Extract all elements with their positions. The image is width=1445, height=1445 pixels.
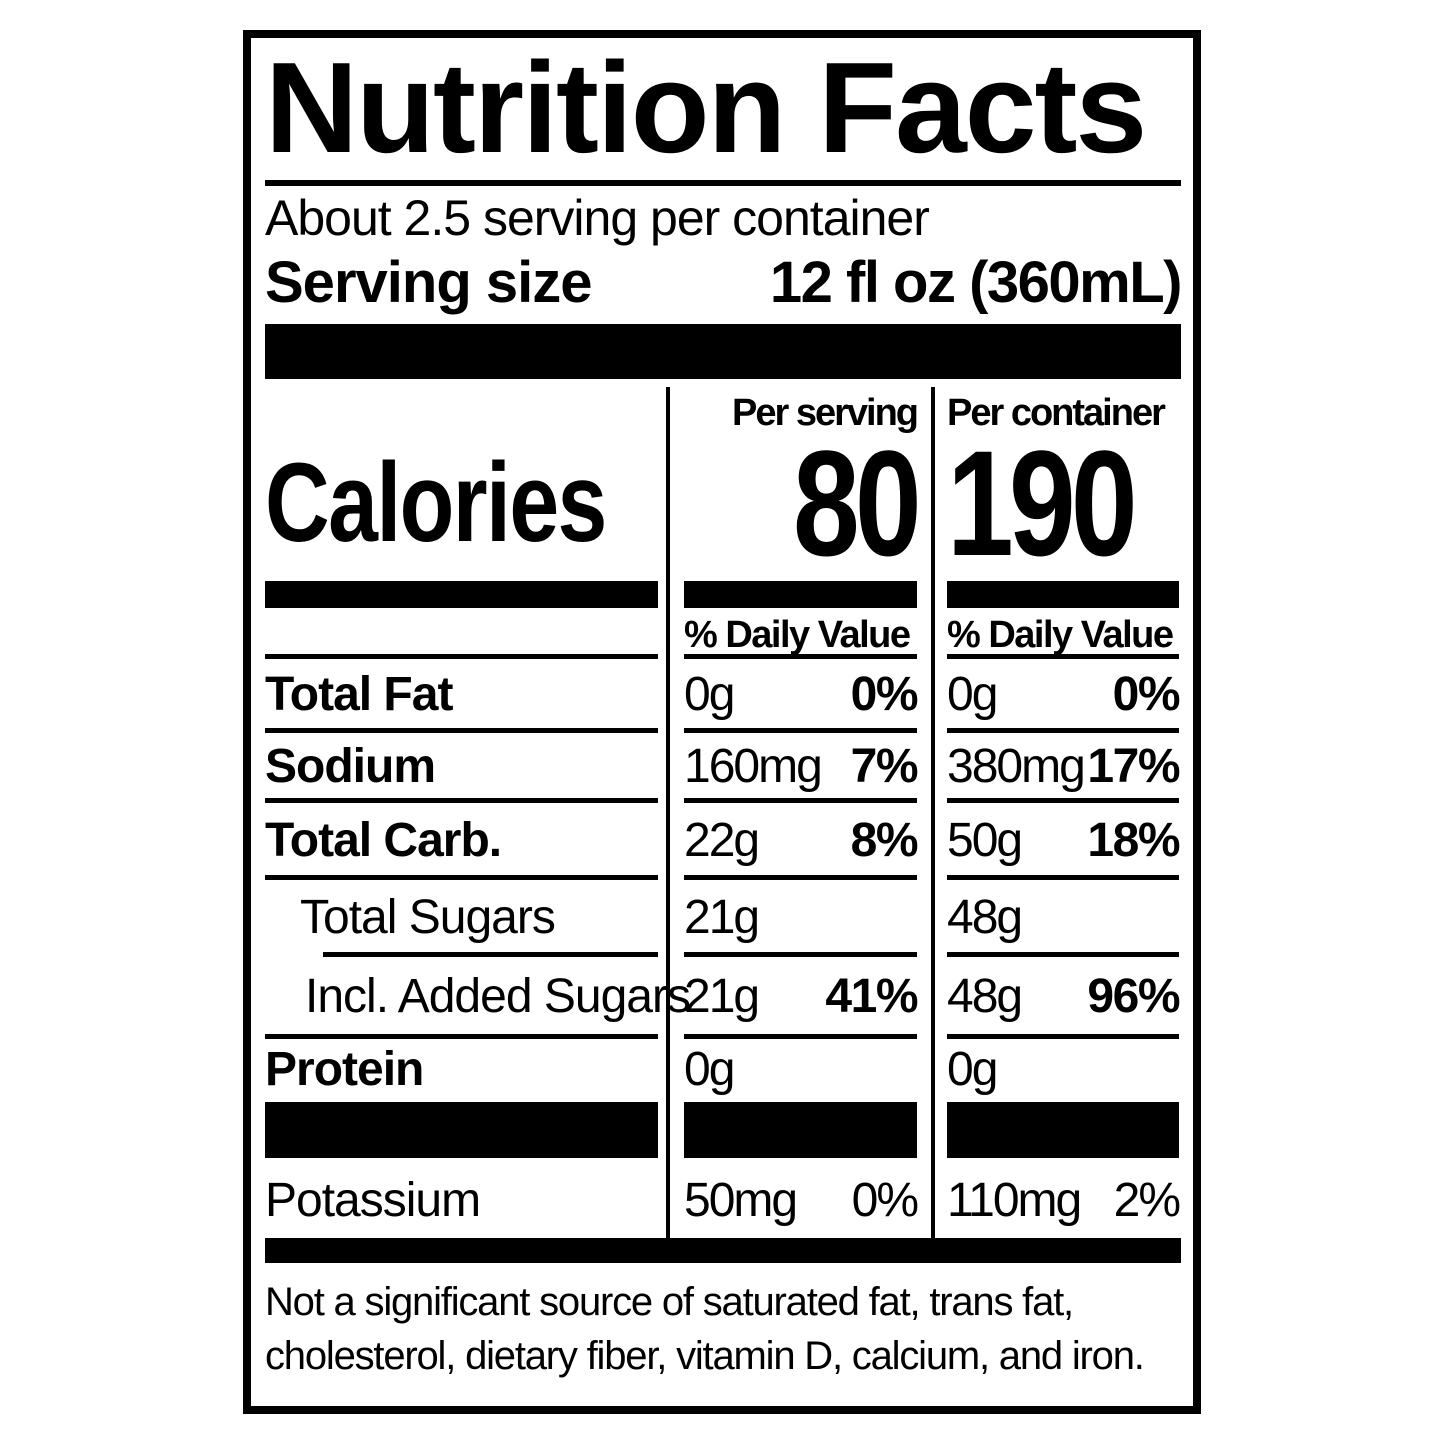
calories-section: Calories Per serving 80 % Daily Value Pe… [265,387,1181,656]
separator-bar-right [947,1102,1179,1158]
serving-amount: 22g [684,813,760,867]
calories-label-column: Calories [265,387,666,654]
nutrient-row-total-carb: Total Carb. 22g 8% 50g 18% [265,798,1181,875]
serving-dv: 8% [850,813,919,867]
serving-size-label: Serving size [265,250,592,315]
footnote-line-1: Not a significant source of saturated fa… [265,1280,1074,1324]
nutrient-row-potassium: Potassium 50mg 0% 110mg 2% [265,1161,1181,1238]
calories-underbar-mid [684,581,917,608]
calories-underbar-right [947,581,1179,608]
title-rule [265,180,1181,186]
calories-per-container-value: 190 [947,419,1138,587]
calories-header-spacer [265,387,666,439]
per-serving-header: Per serving [732,392,919,434]
calories-per-serving-value: 80 [793,419,922,587]
nutrient-row-total-sugars: Total Sugars 21g 48g [265,875,1181,952]
nutrient-name: Protein [265,1042,424,1096]
serving-amount: 0g [684,1042,735,1096]
footnote-line-2: cholesterol, dietary fiber, vitamin D, c… [265,1334,1145,1378]
serving-dv: 0% [851,1174,919,1227]
daily-value-header-serving: % Daily Value [684,614,911,656]
container-dv: 0% [1112,668,1181,721]
serving-dv: 41% [825,970,918,1023]
nutrient-name: Total Carb. [265,813,502,867]
container-amount: 0g [947,668,998,721]
nutrient-name: Total Sugars [300,890,556,944]
serving-amount: 0g [684,668,735,721]
container-amount: 380mg [947,740,1086,793]
serving-amount: 50mg [684,1174,798,1227]
serving-size-row: Serving size 12 fl oz (360mL) [265,248,1183,318]
nutrient-row-protein: Protein 0g 0g [265,1034,1181,1097]
container-amount: 48g [947,890,1023,944]
nutrient-row-total-fat: Total Fat 0g 0% 0g 0% [265,654,1181,728]
nutrient-name: Potassium [265,1174,481,1227]
container-amount: 0g [947,1042,998,1096]
nutrient-name: Sodium [265,740,436,793]
calories-label: Calories [265,440,607,565]
nutrition-facts-label: Nutrition Facts About 2.5 serving per co… [243,30,1201,1414]
per-container-column: Per container 190 % Daily Value [931,387,1181,656]
separator-bar-left [265,1102,658,1158]
container-amount: 110mg [947,1174,1082,1227]
thick-separator-bar-top [265,324,1181,379]
nutrient-row-added-sugars: Incl. Added Sugars 21g 41% 48g 96% [265,952,1181,1034]
label-title: Nutrition Facts [265,36,1147,180]
container-dv: 18% [1087,813,1180,867]
separator-bar-mid [684,1102,917,1158]
footnote: Not a significant source of saturated fa… [265,1275,1181,1383]
container-dv: 17% [1087,740,1180,793]
serving-dv: 7% [850,740,919,793]
per-serving-column: Per serving 80 % Daily Value [666,387,931,656]
daily-value-header-container: % Daily Value [947,614,1174,656]
calories-per-container-area: 190 [947,419,1179,587]
serving-amount: 160mg [684,740,823,793]
container-amount: 48g [947,970,1023,1023]
serving-size-value: 12 fl oz (360mL) [769,250,1183,315]
calories-per-serving-area: 80 [684,419,922,587]
thick-separator-band [265,1097,1181,1161]
calories-word-area: Calories [265,439,666,567]
serving-dv: 0% [850,668,919,721]
nutrient-name: Total Fat [265,668,453,721]
container-amount: 50g [947,813,1023,867]
per-container-header: Per container [947,392,1166,434]
nutrient-row-sodium: Sodium 160mg 7% 380mg 17% [265,728,1181,798]
thick-separator-bar-bottom [265,1238,1181,1263]
serving-amount: 21g [684,890,760,944]
serving-amount: 21g [684,970,760,1023]
calories-underbar-left [265,581,658,608]
servings-per-container: About 2.5 serving per container [265,190,930,246]
nutrient-name: Incl. Added Sugars [305,970,691,1023]
container-dv: 2% [1113,1174,1181,1227]
container-dv: 96% [1087,970,1180,1023]
